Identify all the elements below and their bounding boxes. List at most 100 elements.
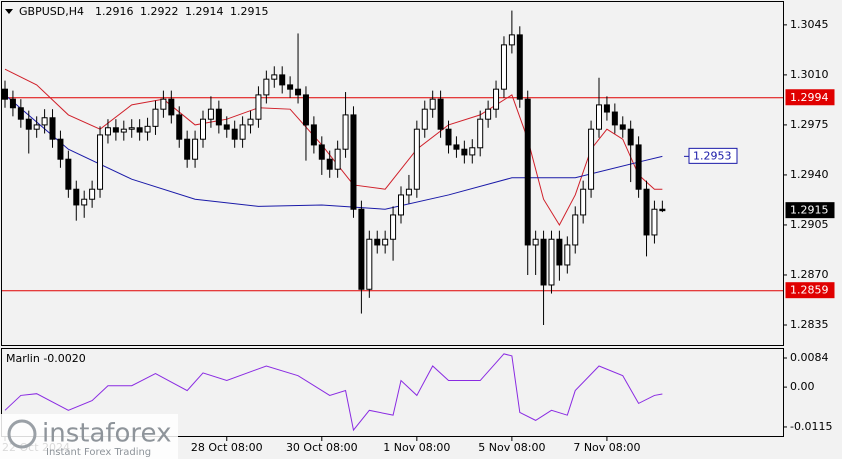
- y-tick-label: 1.3045: [790, 18, 829, 31]
- candle-body: [627, 128, 634, 146]
- candle-body: [651, 208, 658, 236]
- candle-body: [532, 238, 539, 246]
- candle-body: [398, 194, 404, 216]
- watermark-brand: instaforex: [42, 419, 171, 449]
- candle-body: [25, 118, 32, 130]
- candle-body: [176, 114, 183, 140]
- candle-body: [136, 127, 143, 133]
- candle-body: [572, 214, 579, 246]
- candle-body: [643, 188, 650, 236]
- candle-body: [556, 238, 563, 266]
- candle-body: [97, 134, 104, 190]
- close-price: 1.2915: [230, 5, 269, 18]
- candle-body: [540, 238, 547, 286]
- menu-arrow: [5, 9, 13, 14]
- x-tick-label: 5 Nov 08:00: [478, 441, 545, 454]
- candle-body: [366, 238, 373, 290]
- y-tick-label: 1.2835: [790, 318, 829, 331]
- candle-body: [271, 74, 278, 80]
- candle-body: [437, 98, 444, 130]
- price-tag-label: 1.2915: [790, 204, 829, 217]
- candle-body: [611, 111, 618, 126]
- candle-body: [33, 124, 40, 130]
- x-tick-label: 28 Oct 08:00: [191, 441, 263, 454]
- candle-body: [326, 158, 333, 170]
- y-tick-label: 1.2940: [790, 168, 829, 181]
- candle-body: [287, 84, 294, 90]
- candle-body: [112, 127, 119, 133]
- candle-body: [374, 238, 381, 246]
- candle-body: [104, 127, 111, 136]
- watermark-logo: [7, 419, 37, 449]
- candle-body: [120, 128, 127, 133]
- candle-body: [508, 34, 515, 46]
- candle-body: [318, 144, 325, 160]
- x-tick-label: 7 Nov 08:00: [573, 441, 640, 454]
- candle-body: [453, 144, 460, 150]
- candle-body: [603, 104, 610, 113]
- candle-body: [231, 128, 238, 140]
- candle-body: [413, 128, 420, 190]
- candle-body: [405, 188, 412, 196]
- candle-body: [382, 238, 389, 246]
- candle-body: [485, 108, 492, 120]
- candle-body: [2, 88, 8, 100]
- high-price: 1.2922: [140, 5, 179, 18]
- y-tick-label: 1.2975: [790, 118, 829, 131]
- indicator-line: [4, 353, 663, 432]
- y-tick-label: -0.0115: [790, 420, 832, 433]
- indicator-panel: [1, 348, 784, 437]
- open-price: 1.2916: [95, 5, 134, 18]
- candle-body: [342, 114, 349, 150]
- candle-body: [279, 74, 286, 86]
- candle-body: [168, 98, 175, 116]
- candle-body: [596, 104, 602, 130]
- candle-body: [65, 158, 72, 190]
- watermark-box: [0, 414, 178, 459]
- candle-body: [469, 147, 476, 156]
- candle-body: [350, 114, 357, 210]
- candle-body: [310, 124, 317, 146]
- watermark-tagline: Instant Forex Trading: [46, 447, 151, 458]
- candle-body: [421, 108, 428, 130]
- y-tick-label: 1.2870: [790, 268, 829, 281]
- candle-body: [215, 108, 222, 126]
- candle-body: [9, 98, 16, 109]
- candle-body: [580, 188, 587, 216]
- price-tag: [688, 147, 738, 164]
- candle-body: [564, 244, 571, 266]
- y-tick-label: 0.00: [790, 380, 815, 393]
- candle-body: [255, 94, 262, 120]
- candle-body: [41, 117, 48, 126]
- candle-body: [17, 107, 24, 120]
- candle-body: [160, 98, 167, 110]
- candle-body: [184, 138, 191, 160]
- price-tag: [785, 202, 835, 219]
- candle-body: [635, 144, 642, 190]
- candle-body: [493, 88, 500, 110]
- candle-body: [200, 118, 206, 140]
- candle-body: [89, 188, 96, 200]
- candle-body: [144, 125, 151, 133]
- y-tick-label: 1.2905: [790, 218, 829, 231]
- x-tick-label: 30 Oct 08:00: [286, 441, 358, 454]
- candle-body: [500, 44, 507, 90]
- candle-body: [334, 148, 341, 170]
- candle-body: [128, 127, 135, 130]
- candle-body: [390, 214, 397, 240]
- x-tick-label: 1 Nov 08:00: [383, 441, 450, 454]
- price-panel: [1, 1, 784, 346]
- candle-body: [73, 188, 80, 206]
- candle-body: [207, 108, 214, 120]
- candle-body: [461, 148, 468, 156]
- candle-body: [152, 108, 159, 127]
- y-tick-label: 0.0084: [790, 351, 829, 364]
- low-price: 1.2914: [185, 5, 224, 18]
- candle-body: [548, 238, 555, 286]
- candle-body: [429, 98, 436, 110]
- candle-body: [524, 98, 531, 246]
- candle-body: [659, 208, 666, 212]
- price-tag: [785, 89, 835, 106]
